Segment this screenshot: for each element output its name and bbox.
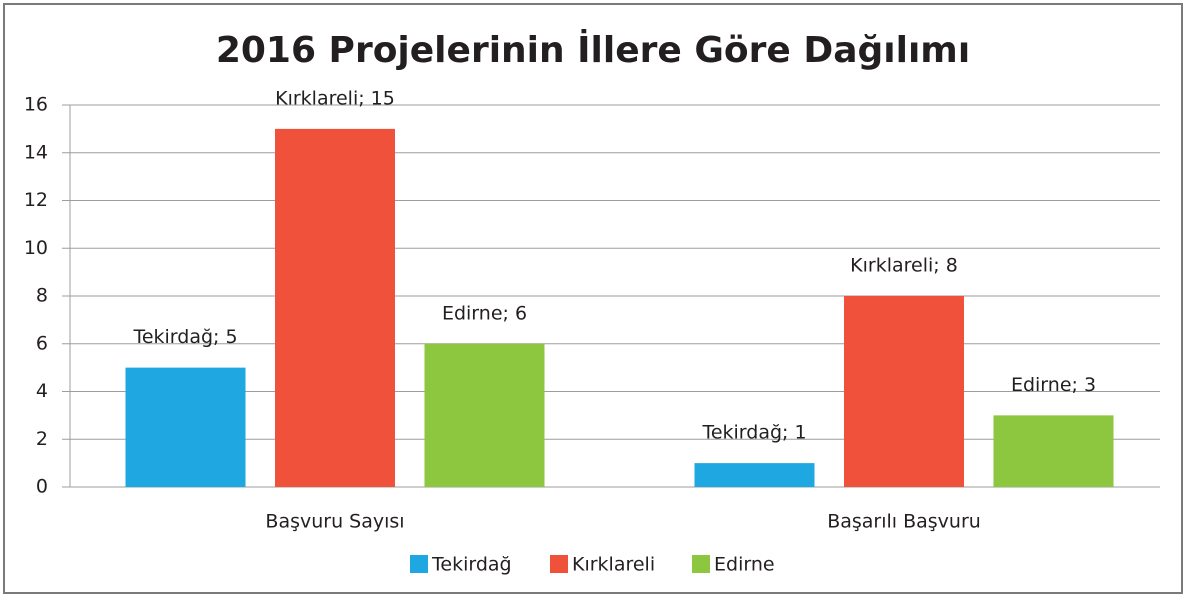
bar: [275, 128, 395, 487]
bar: [694, 463, 815, 487]
data-label: Edirne; 6: [442, 302, 527, 324]
data-label: Edirne; 3: [1011, 374, 1096, 396]
x-tick-label: Başvuru Sayısı: [265, 511, 404, 533]
y-tick-label: 16: [24, 94, 48, 116]
bar: [125, 367, 246, 487]
legend-label: Tekirdağ: [431, 554, 512, 576]
y-tick-label: 12: [24, 189, 48, 211]
chart-title: 2016 Projelerinin İllere Göre Dağılımı: [216, 29, 970, 71]
legend-label: Kırklareli: [572, 554, 655, 576]
data-label: Kırklareli; 8: [850, 255, 958, 277]
y-tick-label: 8: [36, 285, 48, 307]
x-tick-label: Başarılı Başvuru: [827, 511, 981, 533]
chart-frame: [3, 3, 1183, 594]
y-tick-label: 2: [36, 428, 48, 450]
data-label: Tekirdağ; 5: [132, 326, 237, 348]
y-tick-label: 10: [24, 237, 48, 259]
legend-swatch: [692, 555, 710, 573]
data-label: Kırklareli; 15: [275, 87, 395, 109]
data-label: Tekirdağ; 1: [701, 422, 806, 444]
y-tick-label: 6: [36, 332, 48, 354]
bar: [424, 343, 545, 487]
y-tick-label: 4: [36, 380, 48, 402]
bar: [844, 296, 964, 487]
legend-label: Edirne: [714, 554, 775, 576]
bar: [993, 415, 1114, 487]
legend-swatch: [550, 555, 568, 573]
y-tick-label: 0: [36, 476, 48, 498]
legend-swatch: [410, 555, 428, 573]
y-tick-label: 14: [24, 141, 48, 163]
